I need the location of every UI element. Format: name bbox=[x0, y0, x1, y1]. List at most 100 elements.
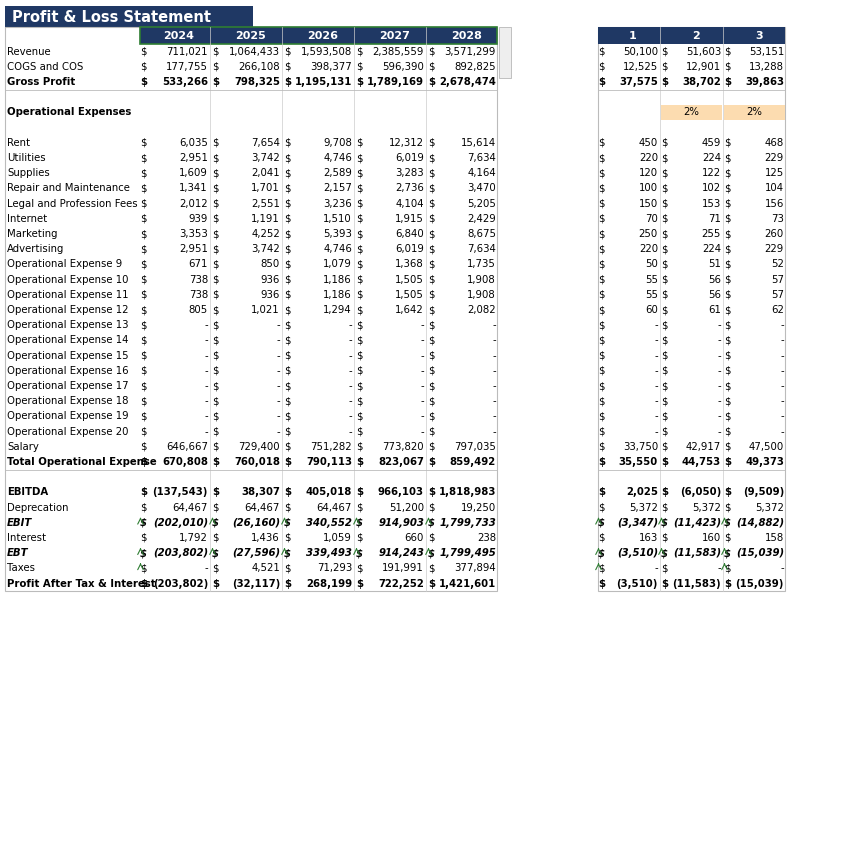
Text: $: $ bbox=[140, 564, 146, 574]
Text: -: - bbox=[717, 411, 721, 422]
Text: 49,373: 49,373 bbox=[745, 457, 784, 467]
Text: $: $ bbox=[724, 548, 731, 558]
Text: $: $ bbox=[724, 320, 730, 330]
Text: $: $ bbox=[724, 138, 730, 148]
Text: 773,820: 773,820 bbox=[382, 442, 424, 452]
Text: 12,312: 12,312 bbox=[389, 138, 424, 148]
Text: -: - bbox=[348, 350, 352, 360]
Text: 7,654: 7,654 bbox=[251, 138, 280, 148]
Text: $: $ bbox=[661, 199, 667, 208]
Text: $: $ bbox=[212, 77, 219, 87]
Text: $: $ bbox=[140, 62, 146, 71]
Text: 122: 122 bbox=[702, 168, 721, 178]
Text: 12,525: 12,525 bbox=[623, 62, 658, 71]
Text: 71,293: 71,293 bbox=[317, 564, 352, 574]
Text: $: $ bbox=[724, 518, 731, 528]
Text: -: - bbox=[421, 427, 424, 437]
Text: 39,863: 39,863 bbox=[745, 77, 784, 87]
Text: $: $ bbox=[212, 259, 218, 269]
Text: $: $ bbox=[140, 320, 146, 330]
Text: 2%: 2% bbox=[746, 107, 762, 117]
Text: $: $ bbox=[140, 502, 146, 513]
Text: $: $ bbox=[356, 548, 363, 558]
Text: Operational Expense 20: Operational Expense 20 bbox=[7, 427, 128, 437]
Text: 1,186: 1,186 bbox=[323, 275, 352, 285]
Text: $: $ bbox=[284, 442, 291, 452]
Text: $: $ bbox=[284, 290, 291, 300]
Text: 340,552: 340,552 bbox=[306, 518, 352, 528]
Text: 158: 158 bbox=[765, 533, 784, 543]
Text: (9,509): (9,509) bbox=[743, 487, 784, 497]
Text: Rent: Rent bbox=[7, 138, 30, 148]
Text: 44,753: 44,753 bbox=[682, 457, 721, 467]
Text: 1,818,983: 1,818,983 bbox=[439, 487, 496, 497]
Text: 266,108: 266,108 bbox=[238, 62, 280, 71]
Text: $: $ bbox=[428, 214, 434, 224]
Text: $: $ bbox=[428, 259, 434, 269]
Text: $: $ bbox=[284, 229, 291, 239]
Text: 1,064,433: 1,064,433 bbox=[229, 47, 280, 57]
Text: $: $ bbox=[428, 336, 434, 345]
Text: $: $ bbox=[598, 47, 604, 57]
Text: -: - bbox=[492, 411, 496, 422]
Text: 57: 57 bbox=[771, 275, 784, 285]
Text: 5,372: 5,372 bbox=[629, 502, 658, 513]
Text: 738: 738 bbox=[189, 275, 208, 285]
Text: $: $ bbox=[140, 533, 146, 543]
Text: 1,079: 1,079 bbox=[323, 259, 352, 269]
Text: 250: 250 bbox=[638, 229, 658, 239]
Text: (3,510): (3,510) bbox=[616, 579, 658, 588]
Text: 1,915: 1,915 bbox=[395, 214, 424, 224]
Text: 1,735: 1,735 bbox=[468, 259, 496, 269]
Text: $: $ bbox=[428, 548, 435, 558]
Text: 1,368: 1,368 bbox=[395, 259, 424, 269]
Text: 268,199: 268,199 bbox=[306, 579, 352, 588]
Text: 450: 450 bbox=[638, 138, 658, 148]
Text: $: $ bbox=[724, 77, 731, 87]
Text: 64,467: 64,467 bbox=[245, 502, 280, 513]
Text: 1,341: 1,341 bbox=[179, 184, 208, 194]
Text: 2%: 2% bbox=[683, 107, 700, 117]
Text: $: $ bbox=[140, 350, 146, 360]
Text: -: - bbox=[421, 336, 424, 345]
Text: 936: 936 bbox=[261, 275, 280, 285]
Text: -: - bbox=[780, 381, 784, 391]
Text: $: $ bbox=[661, 396, 667, 406]
Text: $: $ bbox=[284, 487, 291, 497]
Text: $: $ bbox=[212, 564, 218, 574]
FancyBboxPatch shape bbox=[724, 105, 785, 120]
Text: Operational Expense 16: Operational Expense 16 bbox=[7, 366, 128, 376]
Text: 55: 55 bbox=[645, 290, 658, 300]
Text: $: $ bbox=[212, 350, 218, 360]
Text: $: $ bbox=[724, 244, 730, 254]
Text: $: $ bbox=[212, 199, 218, 208]
Text: $: $ bbox=[724, 502, 730, 513]
Text: $: $ bbox=[724, 396, 730, 406]
Text: $: $ bbox=[661, 548, 668, 558]
Text: $: $ bbox=[661, 62, 667, 71]
Text: $: $ bbox=[428, 153, 434, 163]
Text: $: $ bbox=[356, 244, 362, 254]
Text: $: $ bbox=[724, 62, 730, 71]
Text: 2,157: 2,157 bbox=[323, 184, 352, 194]
Text: 1: 1 bbox=[629, 31, 637, 41]
Text: $: $ bbox=[356, 487, 363, 497]
Text: -: - bbox=[421, 411, 424, 422]
Text: $: $ bbox=[284, 350, 291, 360]
Text: -: - bbox=[492, 366, 496, 376]
Text: EBIT: EBIT bbox=[7, 518, 32, 528]
Text: 468: 468 bbox=[765, 138, 784, 148]
Text: -: - bbox=[654, 396, 658, 406]
Text: $: $ bbox=[212, 457, 219, 467]
Text: 660: 660 bbox=[405, 533, 424, 543]
Text: $: $ bbox=[724, 381, 730, 391]
Text: 1,799,495: 1,799,495 bbox=[439, 548, 496, 558]
Text: 3: 3 bbox=[755, 31, 762, 41]
Text: -: - bbox=[780, 564, 784, 574]
Text: $: $ bbox=[284, 305, 291, 315]
Text: 57: 57 bbox=[771, 290, 784, 300]
Text: $: $ bbox=[598, 184, 604, 194]
Text: $: $ bbox=[724, 168, 730, 178]
Text: $: $ bbox=[428, 457, 435, 467]
Text: $: $ bbox=[212, 275, 218, 285]
